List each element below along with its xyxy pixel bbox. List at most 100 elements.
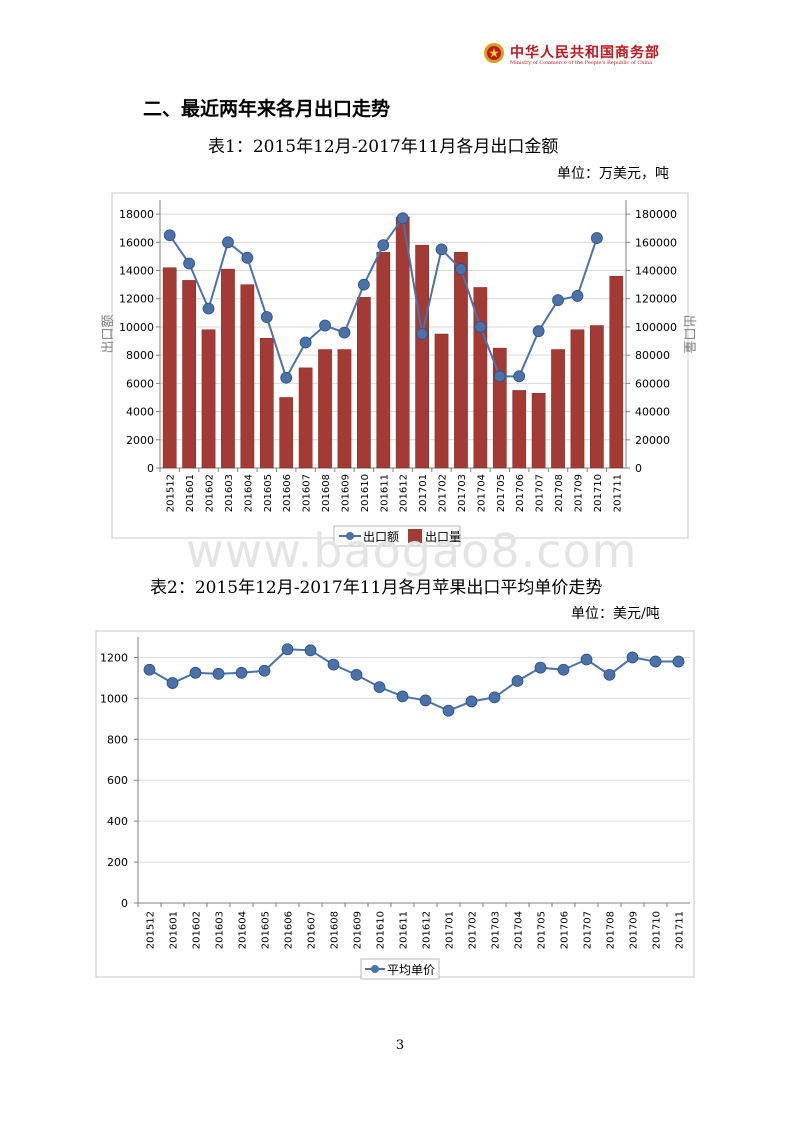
chart1-bar [337,349,352,469]
chart1-line-point [377,239,390,252]
chart1-xtick-label: 201512 [166,474,177,512]
chart1-xtick-label: 201605 [263,474,274,512]
chart1-line-point [455,263,467,276]
chart2-line-point [304,644,317,657]
chart2-line-point [649,655,662,668]
chart2-xtick-label: 201601 [169,911,180,949]
chart1-line-point [435,243,448,256]
chart2-unit: 单位：美元/吨 [571,606,660,622]
chart2-line-point [419,694,432,707]
chart1-line-point [590,232,603,244]
chart1-title: 表1：2015年12月-2017年11月各月出口金额 [208,137,559,157]
chart1-bar [201,329,216,469]
chart1-bar [298,367,313,469]
chart1-ytick-label: 0 [147,462,154,475]
chart1-y2tick-label: 160000 [635,236,677,249]
chart1-line-point [183,257,196,270]
chart2-xtick-label: 201610 [376,911,387,949]
chart1-xtick-label: 201608 [321,474,332,512]
chart2-legend [360,958,440,980]
chart2-ytick-label: 600 [107,774,128,787]
chart1-xtick-label: 201701 [418,474,429,512]
ministry-logo: 中华人民共和国商务部 Ministry of Commerce of the P… [483,40,678,70]
chart2-line-point [442,704,455,717]
org-name-cn: 中华人民共和国商务部 [510,45,660,61]
chart2-xtick-label: 201608 [330,911,341,949]
chart1-xtick-label: 201704 [476,474,487,512]
chart1-line-point [357,278,370,291]
chart2-xtick-label: 201710 [652,911,663,949]
chart1-bar [434,333,449,469]
chart1-xtick-label: 201601 [185,474,196,512]
chart1-bar [512,390,527,469]
chart1-bar [609,275,624,469]
chart1-xtick-label: 201611 [379,474,390,512]
chart1-y2tick-label: 0 [635,462,642,475]
chart1-y2tick-label: 100000 [635,321,677,334]
chart2-average-price: 0 200 400 600 800 1000 1200 201512 201601 201602 2… [95,630,695,980]
chart1-legend-bar-swatch [408,529,422,543]
chart1-y2tick-label: 60000 [635,377,670,390]
chart1-y2tick-label: 140000 [635,265,677,278]
chart1-xtick-label: 201710 [593,474,604,512]
chart2-xtick-label: 201603 [215,911,226,949]
chart2-xtick-label: 201609 [353,911,364,949]
chart2-ytick-label: 200 [107,856,128,869]
chart1-ytick-label: 8000 [126,349,154,362]
chart2-legend-line-marker [371,965,379,973]
chart1-bar [531,392,546,469]
chart2-xtick-label: 201604 [238,911,249,949]
chart2-xtick-label: 201711 [675,911,686,949]
chart2-ytick-label: 800 [107,733,128,746]
section-title: 二、最近两年来各月出口走势 [143,98,391,120]
chart1-xtick-label: 201603 [224,474,235,512]
chart1-xtick-label: 201706 [515,474,526,512]
chart1-bar [415,244,429,469]
chart1-ytick-label: 4000 [126,406,154,419]
chart1-bar [221,268,235,469]
chart1-ytick-label: 12000 [119,293,154,306]
chart2-xtick-label: 201702 [468,911,479,949]
chart2-line-point [166,677,179,689]
chart2-line-point [672,655,685,668]
chart1-xtick-label: 201607 [302,474,313,512]
chart2-line-point [396,690,409,703]
chart1-xtick-label: 201702 [438,474,449,512]
chart2-line-point [626,651,639,664]
chart2-xtick-label: 201709 [629,911,640,949]
chart1-legend [333,525,461,547]
chart1-xtick-label: 201606 [282,474,293,512]
chart1-xtick-label: 201604 [243,474,254,512]
chart1-line-point [241,251,254,264]
chart1-ytick-label: 18000 [119,208,154,221]
chart1-ytick-label: 6000 [126,377,154,390]
chart2-ytick-label: 1000 [100,692,128,705]
chart2-line-point [281,643,294,656]
chart1-y2tick-label: 180000 [635,208,677,221]
chart1-line-point [163,229,176,242]
chart2-xtick-label: 201708 [606,911,617,949]
chart1-bar [551,349,565,469]
chart1-xtick-label: 201609 [340,474,351,512]
chart2-line-point [327,658,340,671]
chart1-line-point [319,319,331,332]
chart2-xtick-label: 201705 [537,911,548,949]
chart1-ytick-label: 16000 [119,236,154,249]
chart2-legend-label: 平均单价 [387,963,435,977]
chart1-xtick-label: 201705 [496,474,507,512]
chart1-xtick-label: 201711 [612,474,623,512]
chart1-line-point [416,328,429,340]
chart1-bar [357,297,371,469]
chart2-ytick-label: 400 [107,815,128,828]
chart1-bar [162,267,177,469]
chart1-line-point [493,370,506,383]
chart1-y2tick-label: 40000 [635,406,670,419]
chart2-xtick-label: 201701 [445,911,456,949]
chart1-xtick-label: 201703 [457,474,468,512]
chart2-xtick-label: 201607 [307,911,318,949]
org-name-en: Ministry of Commerce of the People's Rep… [510,60,653,66]
chart1-y2tick-label: 20000 [635,434,670,447]
chart1-line-point [396,212,409,225]
chart1-line-point [571,290,584,302]
chart1-unit: 单位：万美元，吨 [557,166,669,182]
